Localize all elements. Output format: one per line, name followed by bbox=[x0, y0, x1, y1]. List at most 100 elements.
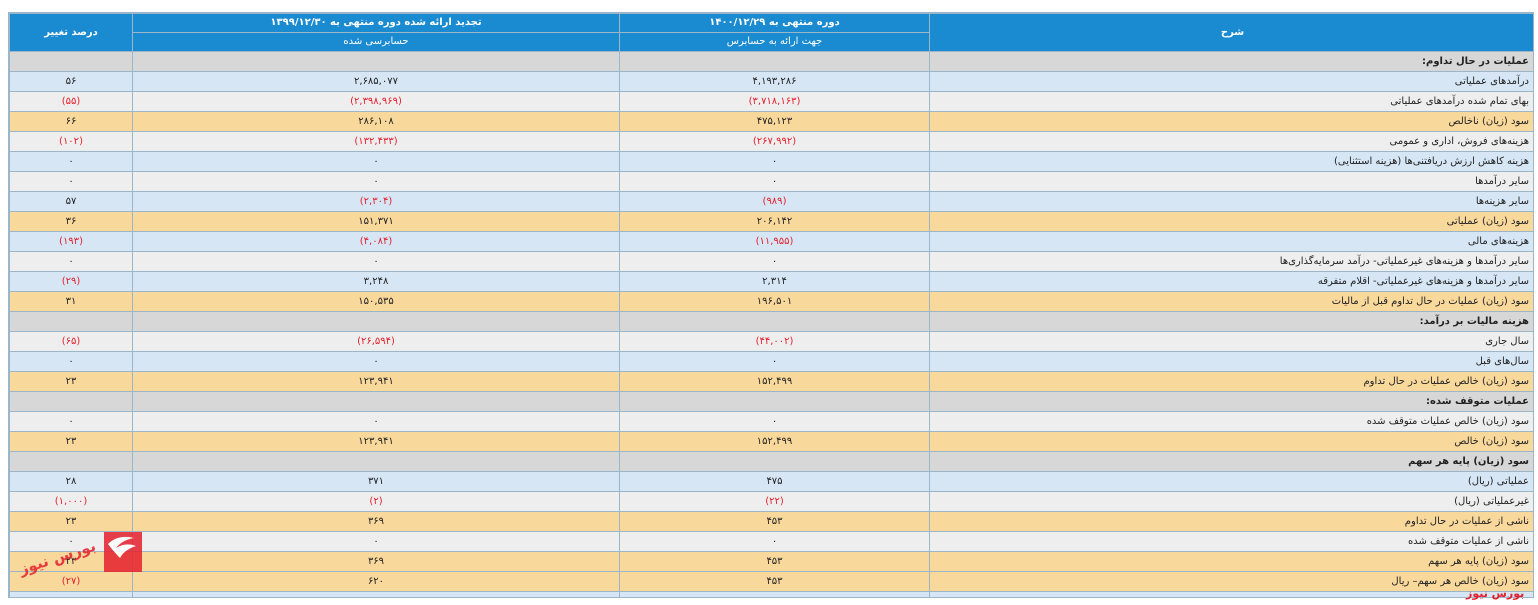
row-label: سال جاری bbox=[929, 331, 1533, 352]
table-row: سال‌های قبل ۰ ۰ ۰ bbox=[9, 351, 1533, 372]
value-1399: (۲) bbox=[132, 491, 620, 512]
change-percent: ۳۶ bbox=[9, 211, 133, 232]
value-1399: (۲۶,۵۹۴) bbox=[132, 331, 620, 352]
value-1400: (۹۸۹) bbox=[619, 191, 930, 212]
col-period-1400-subheader: جهت ارائه به حسابرس bbox=[619, 32, 930, 52]
value-1399: ۳۷۱ bbox=[132, 471, 620, 492]
value-1400: ۲,۳۱۴ bbox=[619, 271, 930, 292]
value-1400: ۴,۱۹۳,۲۸۶ bbox=[619, 71, 930, 92]
table-row: سایر درآمدها و هزینه‌های غیرعملیاتی- درآ… bbox=[9, 251, 1533, 272]
section-empty-cell bbox=[132, 391, 620, 412]
header-row-2: جهت ارائه به حسابرس حسابرسی شده bbox=[10, 32, 1534, 52]
change-percent: ۵۷ bbox=[9, 191, 133, 212]
financial-table-frame: شرح دوره منتهی به ۱۴۰۰/۱۲/۲۹ تجدید ارائه… bbox=[8, 12, 1534, 598]
row-label: سال‌های قبل bbox=[929, 351, 1533, 372]
row-label: سود (زیان) پایه هر سهم bbox=[929, 551, 1533, 572]
brand-text: بورس نیوز bbox=[1466, 587, 1525, 600]
section-label: عملیات متوقف شده: bbox=[929, 391, 1533, 412]
value-1399: ۰ bbox=[132, 151, 620, 172]
bourse-news-logo: بورس نیوز bbox=[16, 532, 142, 579]
section-label: هزینه مالیات بر درآمد: bbox=[929, 311, 1533, 332]
row-label: سود (زیان) عملیات در حال تداوم قبل از ما… bbox=[929, 291, 1533, 312]
table-row: سایر هزینه‌ها (۹۸۹) (۲,۳۰۴) ۵۷ bbox=[9, 191, 1533, 212]
table-row: سود (زیان) خالص ۱۵۲,۴۹۹ ۱۲۳,۹۴۱ ۲۳ bbox=[9, 431, 1533, 452]
row-label: بهای تمام شده درآمدهای عملیاتی bbox=[929, 91, 1533, 112]
col-change-header: درصد تغییر bbox=[9, 13, 133, 52]
section-empty-cell bbox=[9, 51, 133, 72]
value-1400: ۰ bbox=[619, 251, 930, 272]
row-label: سود (زیان) خالص عملیات در حال تداوم bbox=[929, 371, 1533, 392]
table-row: ناشی از عملیات متوقف شده ۰ ۰ ۰ bbox=[9, 531, 1533, 552]
value-1399: ۱۲۳,۹۴۱ bbox=[132, 431, 620, 452]
section-empty-cell bbox=[619, 51, 930, 72]
value-1399: ۲۸۶,۱۰۸ bbox=[132, 111, 620, 132]
row-label: سرمایه bbox=[929, 591, 1533, 597]
value-1400: ۴۷۵,۱۲۳ bbox=[619, 111, 930, 132]
table-row: سود (زیان) خالص عملیات در حال تداوم ۱۵۲,۴… bbox=[9, 371, 1533, 392]
header-row-1: شرح دوره منتهی به ۱۴۰۰/۱۲/۲۹ تجدید ارائه… bbox=[9, 13, 1533, 52]
value-1399: ۲۰۰,۰۰۰ bbox=[132, 591, 620, 597]
change-percent: ۲۳ bbox=[9, 371, 133, 392]
value-1400: ۰ bbox=[619, 171, 930, 192]
value-1400: ۰ bbox=[619, 151, 930, 172]
value-1400: ۴۵۳ bbox=[619, 551, 930, 572]
change-percent: ۵۶ bbox=[9, 71, 133, 92]
value-1400: ۰ bbox=[619, 531, 930, 552]
change-percent: (۱۰۲) bbox=[9, 131, 133, 152]
row-label: هزینه‌های مالی bbox=[929, 231, 1533, 252]
row-label: سود (زیان) خالص bbox=[929, 431, 1533, 452]
value-1400: ۱۵۲,۴۹۹ bbox=[619, 371, 930, 392]
table-row: سال جاری (۴۴,۰۰۲) (۲۶,۵۹۴) (۶۵) bbox=[9, 331, 1533, 352]
value-1400: ۱۹۶,۵۰۱ bbox=[619, 291, 930, 312]
change-percent: ۳۱ bbox=[9, 291, 133, 312]
value-1399: ۰ bbox=[132, 351, 620, 372]
value-1399: ۱۵۱,۳۷۱ bbox=[132, 211, 620, 232]
row-label: سود (زیان) خالص عملیات متوقف شده bbox=[929, 411, 1533, 432]
value-1399: ۰ bbox=[132, 171, 620, 192]
value-1399: ۰ bbox=[132, 411, 620, 432]
section-empty-cell bbox=[132, 311, 620, 332]
table-row: ناشی از عملیات در حال تداوم ۴۵۳ ۳۶۹ ۲۳ bbox=[9, 511, 1533, 532]
value-1400: ۲۰۶,۱۴۲ bbox=[619, 211, 930, 232]
table-row: سود (زیان) عملیات در حال تداوم قبل از ما… bbox=[9, 291, 1533, 312]
table-row: سایر درآمدها ۰ ۰ ۰ bbox=[9, 171, 1533, 192]
change-percent: (۵۵) bbox=[9, 91, 133, 112]
section-empty-cell bbox=[619, 391, 930, 412]
section-empty-cell bbox=[9, 391, 133, 412]
value-1400: (۳,۷۱۸,۱۶۳) bbox=[619, 91, 930, 112]
row-label: ناشی از عملیات در حال تداوم bbox=[929, 511, 1533, 532]
value-1400: ۴۵۳ bbox=[619, 511, 930, 532]
section-empty-cell bbox=[619, 311, 930, 332]
table-row: سود (زیان) عملیاتی ۲۰۶,۱۴۲ ۱۵۱,۳۷۱ ۳۶ bbox=[9, 211, 1533, 232]
section-label: عملیات در حال تداوم: bbox=[929, 51, 1533, 72]
section-row: عملیات در حال تداوم: bbox=[9, 51, 1533, 72]
change-percent: ۰ bbox=[9, 351, 133, 372]
change-percent: (۲۷) bbox=[9, 571, 133, 592]
value-1399: ۰ bbox=[132, 251, 620, 272]
change-percent: (۶۵) bbox=[9, 331, 133, 352]
value-1399: (۲,۳۰۴) bbox=[132, 191, 620, 212]
table-row: درآمدهای عملیاتی ۴,۱۹۳,۲۸۶ ۲,۶۸۵,۰۷۷ ۵۶ bbox=[9, 71, 1533, 92]
row-label: سایر درآمدها bbox=[929, 171, 1533, 192]
value-1400: (۱۱,۹۵۵) bbox=[619, 231, 930, 252]
value-1400: ۰ bbox=[619, 351, 930, 372]
value-1399: ۳۶۹ bbox=[132, 551, 620, 572]
table-row: هزینه‌های مالی (۱۱,۹۵۵) (۴,۰۸۴) (۱۹۳) bbox=[9, 231, 1533, 252]
section-row: عملیات متوقف شده: bbox=[9, 391, 1533, 412]
value-1399: ۰ bbox=[132, 531, 620, 552]
value-1399: ۱۲۳,۹۴۱ bbox=[132, 371, 620, 392]
table-row: سرمایه۳۳۶,۳۰۹۲۰۰,۰۰۰ bbox=[9, 591, 1533, 597]
value-1400: (۲۶۷,۹۹۲) bbox=[619, 131, 930, 152]
table-row: سود (زیان) خالص عملیات متوقف شده ۰ ۰ ۰ bbox=[9, 411, 1533, 432]
section-label: سود (زیان) پایه هر سهم bbox=[929, 451, 1533, 472]
value-1399: ۱۵۰,۵۳۵ bbox=[132, 291, 620, 312]
section-row: هزینه مالیات بر درآمد: bbox=[9, 311, 1533, 332]
change-percent: ۰ bbox=[9, 151, 133, 172]
row-label: ناشی از عملیات متوقف شده bbox=[929, 531, 1533, 552]
value-1399: (۱۳۲,۴۳۳) bbox=[132, 131, 620, 152]
value-1400: (۴۴,۰۰۲) bbox=[619, 331, 930, 352]
section-empty-cell bbox=[9, 451, 133, 472]
table-body: عملیات در حال تداوم: درآمدهای عملیاتی ۴,۱۹… bbox=[9, 51, 1533, 597]
table-row: بهای تمام شده درآمدهای عملیاتی (۳,۷۱۸,۱۶۳… bbox=[9, 91, 1533, 112]
table-row: سود (زیان) ناخالص ۴۷۵,۱۲۳ ۲۸۶,۱۰۸ ۶۶ bbox=[9, 111, 1533, 132]
